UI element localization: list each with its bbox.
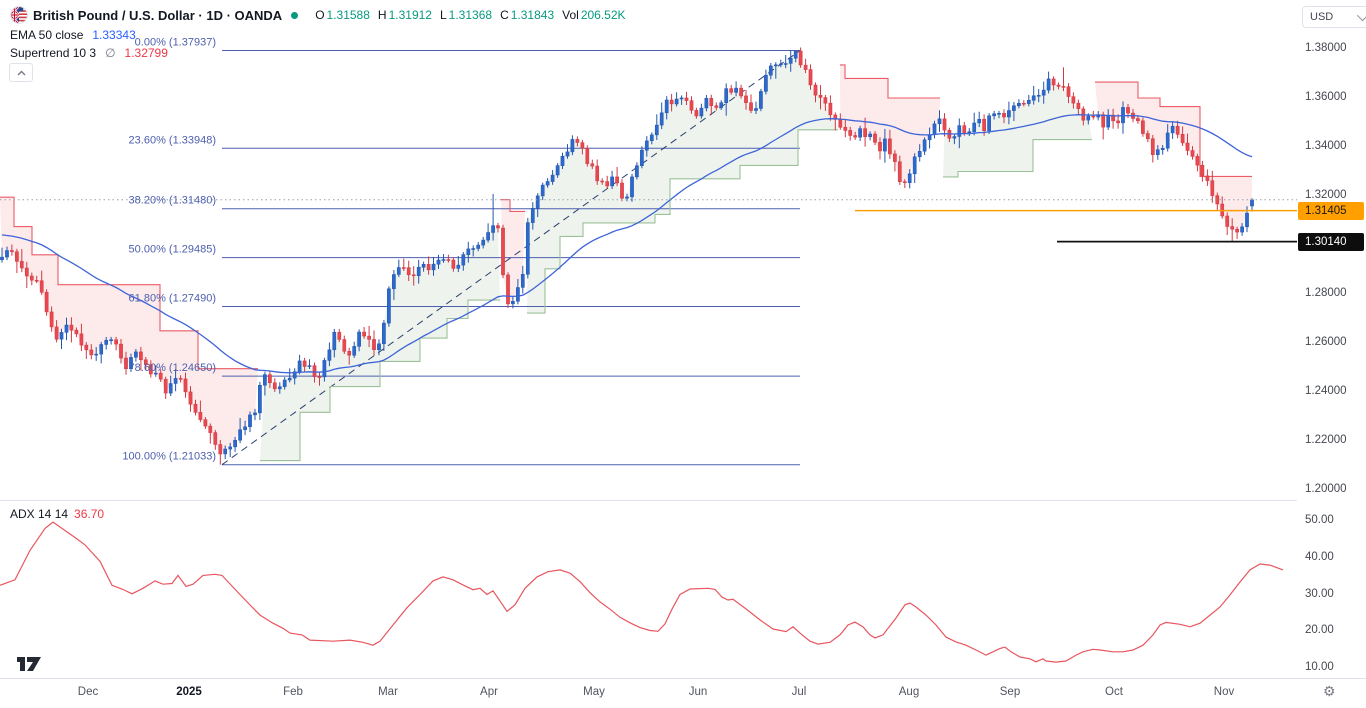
- currency-label: USD: [1310, 11, 1334, 23]
- price-tick-label: 1.20000: [1305, 483, 1347, 495]
- supertrend-line: [0, 64, 1252, 462]
- adx-label: ADX 14 14: [10, 507, 69, 521]
- time-label-apr: Apr: [480, 686, 498, 698]
- fib-level-label: 78.60% (1.24650): [129, 362, 216, 374]
- fib-level-label: 61.80% (1.27490): [129, 293, 216, 305]
- time-label-may: May: [583, 686, 605, 698]
- fib-level-label: 0.00% (1.37937): [135, 37, 216, 49]
- time-label-aug: Aug: [898, 686, 920, 698]
- time-label-jul: Jul: [791, 686, 807, 698]
- time-label-jun: Jun: [688, 686, 708, 698]
- adx-line[interactable]: [0, 521, 1284, 663]
- fib-level-label: 50.00% (1.29485): [129, 244, 216, 256]
- fib-trendline[interactable]: [221, 50, 801, 466]
- ohlc-values: O 1.31588 H 1.31912 L 1.31368 C 1.31843 Vol 2…: [309, 8, 625, 22]
- price-tick-label: 1.34000: [1305, 140, 1347, 152]
- price-tick-label: 1.36000: [1305, 91, 1347, 103]
- close-label: C: [500, 8, 509, 22]
- price-tick-label: 1.28000: [1305, 287, 1347, 299]
- ema-value: 1.33343: [92, 28, 136, 42]
- time-label-nov: Nov: [1213, 686, 1235, 698]
- settings-gear-icon[interactable]: ⚙: [1323, 683, 1336, 699]
- time-axis[interactable]: Dec 2025 Feb Mar Apr May Jun Jul Aug Sep Oct Nov: [0, 679, 1366, 708]
- adx-tick-label: 10.00: [1305, 661, 1334, 673]
- gbpusd-flag-icon: [10, 6, 28, 24]
- supertrend-value: 1.32799: [124, 46, 168, 60]
- price-tick-label: 1.38000: [1305, 42, 1347, 54]
- open-label: O: [315, 8, 325, 22]
- price-axis[interactable]: USD 1.31405 1.30140 1.38000 1.36000 1.3400…: [1297, 0, 1366, 678]
- price-tick-label: 1.32000: [1305, 189, 1347, 201]
- supertrend-label: Supertrend 10 3: [10, 46, 97, 60]
- symbol-legend[interactable]: British Pound / U.S. Dollar · 1D · OANDA…: [10, 6, 626, 24]
- fib-level-label: 23.60% (1.33948): [129, 134, 216, 146]
- supertrend-band: [0, 51, 1252, 461]
- open-value: 1.31588: [326, 8, 370, 22]
- candles: [0, 47, 1254, 465]
- volume-label: Vol: [562, 8, 579, 22]
- adx-value: 36.70: [74, 507, 105, 521]
- high-value: 1.31912: [388, 8, 432, 22]
- adx-tick-label: 20.00: [1305, 624, 1334, 636]
- symbol-title[interactable]: British Pound / U.S. Dollar · 1D · OANDA: [33, 7, 283, 23]
- ema-label: EMA 50 close: [10, 28, 84, 42]
- adx-tick-label: 50.00: [1305, 514, 1334, 526]
- pane-separator[interactable]: [0, 500, 1366, 501]
- chevron-up-icon: [17, 70, 25, 75]
- low-value: 1.31368: [448, 8, 493, 22]
- ema50-line[interactable]: [1, 114, 1253, 374]
- low-label: L: [439, 8, 447, 22]
- time-label-mar: Mar: [378, 686, 398, 698]
- adx-legend[interactable]: ADX 14 14 36.70: [10, 507, 104, 521]
- orange-price-label[interactable]: 1.31405: [1298, 202, 1364, 220]
- high-label: H: [377, 8, 387, 22]
- fib-level-label: 100.00% (1.21033): [122, 451, 216, 463]
- price-tick-label: 1.24000: [1305, 385, 1347, 397]
- close-value: 1.31843: [510, 8, 555, 22]
- adx-tick-label: 40.00: [1305, 551, 1334, 563]
- ema-legend[interactable]: EMA 50 close 1.33343: [10, 27, 136, 43]
- supertrend-avg-icon: ∅: [105, 46, 116, 60]
- time-label-oct: Oct: [1105, 686, 1123, 698]
- adx-tick-label: 30.00: [1305, 588, 1334, 600]
- supertrend-legend[interactable]: Supertrend 10 3 ∅ 1.32799: [10, 45, 168, 61]
- chevron-down-icon: [1356, 9, 1366, 22]
- chart-canvas[interactable]: 0.00% (1.37937) 23.60% (1.33948) 38.20% (1…: [0, 0, 1297, 678]
- fib-level-label: 38.20% (1.31480): [129, 195, 216, 207]
- collapse-legend-button[interactable]: [9, 63, 33, 82]
- time-label-2025: 2025: [176, 686, 202, 698]
- time-label-feb: Feb: [283, 686, 303, 698]
- tradingview-logo[interactable]: [16, 654, 42, 677]
- price-tick-label: 1.26000: [1305, 336, 1347, 348]
- fib-retracement[interactable]: [222, 50, 800, 466]
- time-label-dec: Dec: [77, 686, 99, 698]
- time-axis-separator: [0, 678, 1366, 679]
- market-status-dot[interactable]: [291, 11, 299, 19]
- currency-selector[interactable]: USD: [1302, 6, 1366, 28]
- volume-value: 206.52K: [580, 8, 626, 22]
- price-tick-label: 1.22000: [1305, 434, 1347, 446]
- time-label-sep: Sep: [999, 686, 1021, 698]
- black-price-label[interactable]: 1.30140: [1298, 233, 1364, 251]
